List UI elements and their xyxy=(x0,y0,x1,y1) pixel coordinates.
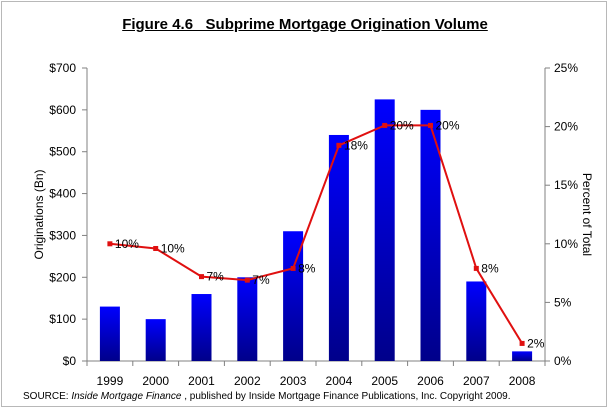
right-axis-tick-label: 20% xyxy=(554,120,578,134)
bar-2008 xyxy=(512,351,533,361)
left-axis-tick-label: $200 xyxy=(49,270,76,284)
bar-2006 xyxy=(420,109,441,361)
bar-2001 xyxy=(191,294,212,361)
percent-marker-2001 xyxy=(199,274,204,280)
left-axis-tick-label: $300 xyxy=(49,228,76,242)
percent-label-2006: 20% xyxy=(436,118,460,132)
x-tick-label-2004: 2004 xyxy=(326,374,353,388)
bar-2000 xyxy=(145,319,166,361)
bar-2005 xyxy=(374,99,395,362)
x-tick-label-2000: 2000 xyxy=(142,374,169,388)
percent-marker-2005 xyxy=(382,122,388,128)
bar-2007 xyxy=(466,281,487,361)
bar-2004 xyxy=(328,134,349,361)
percent-marker-2000 xyxy=(153,245,159,251)
x-tick-label-2008: 2008 xyxy=(509,374,536,388)
source-publication: Inside Mortgage Finance xyxy=(71,391,182,402)
percent-marker-2003 xyxy=(290,265,296,271)
right-axis-tick-label: 10% xyxy=(554,237,578,251)
percent-label-2005: 20% xyxy=(390,118,414,132)
bar-2003 xyxy=(283,231,304,361)
percent-label-1999: 10% xyxy=(115,237,139,251)
right-axis-tick-label: 25% xyxy=(554,61,578,75)
chart-title-text: Figure 4.6 Subprime Mortgage Origination… xyxy=(122,16,488,33)
x-tick-label-2005: 2005 xyxy=(371,374,398,388)
left-axis-tick-label: $0 xyxy=(63,354,77,368)
right-axis-tick-label: 15% xyxy=(554,178,578,192)
x-tick-label-1999: 1999 xyxy=(97,374,124,388)
bar-2002 xyxy=(237,277,258,361)
left-axis-tick-label: $700 xyxy=(49,61,76,75)
bar-1999 xyxy=(99,306,120,361)
percent-label-2000: 10% xyxy=(161,241,185,255)
percent-label-2002: 7% xyxy=(252,273,270,287)
source-prefix: SOURCE: xyxy=(23,391,72,402)
percent-label-2003: 8% xyxy=(298,261,316,275)
percent-marker-2004 xyxy=(336,142,342,148)
source-suffix: , published by Inside Mortgage Finance P… xyxy=(181,391,511,402)
left-axis-tick-label: $100 xyxy=(49,312,76,326)
right-axis-title: Percent of Total xyxy=(580,173,594,256)
left-axis-tick-label: $600 xyxy=(49,103,76,117)
percent-marker-2007 xyxy=(473,265,479,271)
percent-label-2001: 7% xyxy=(207,270,225,284)
percent-marker-2006 xyxy=(428,122,433,128)
chart-title: Figure 4.6 Subprime Mortgage Origination… xyxy=(0,16,610,33)
left-axis-tick-label: $500 xyxy=(49,145,76,159)
right-axis-tick-label: 5% xyxy=(554,295,572,309)
percent-line xyxy=(109,124,523,344)
percent-label-2008: 2% xyxy=(527,336,545,350)
percent-label-2007: 8% xyxy=(481,261,499,275)
x-tick-label-2007: 2007 xyxy=(463,374,490,388)
right-axis-tick-label: 0% xyxy=(554,354,572,368)
percent-marker-1999 xyxy=(107,241,113,247)
x-tick-label-2001: 2001 xyxy=(188,374,215,388)
x-tick-label-2006: 2006 xyxy=(417,374,444,388)
x-tick-label-2003: 2003 xyxy=(280,374,307,388)
left-axis-title: Originations (Bn) xyxy=(32,169,46,259)
source-note: SOURCE: Inside Mortgage Finance , publis… xyxy=(23,391,511,402)
percent-marker-2002 xyxy=(244,277,250,283)
x-tick-label-2002: 2002 xyxy=(234,374,261,388)
percent-marker-2008 xyxy=(519,340,525,346)
left-axis-tick-label: $400 xyxy=(49,187,76,201)
percent-label-2004: 18% xyxy=(344,138,368,152)
